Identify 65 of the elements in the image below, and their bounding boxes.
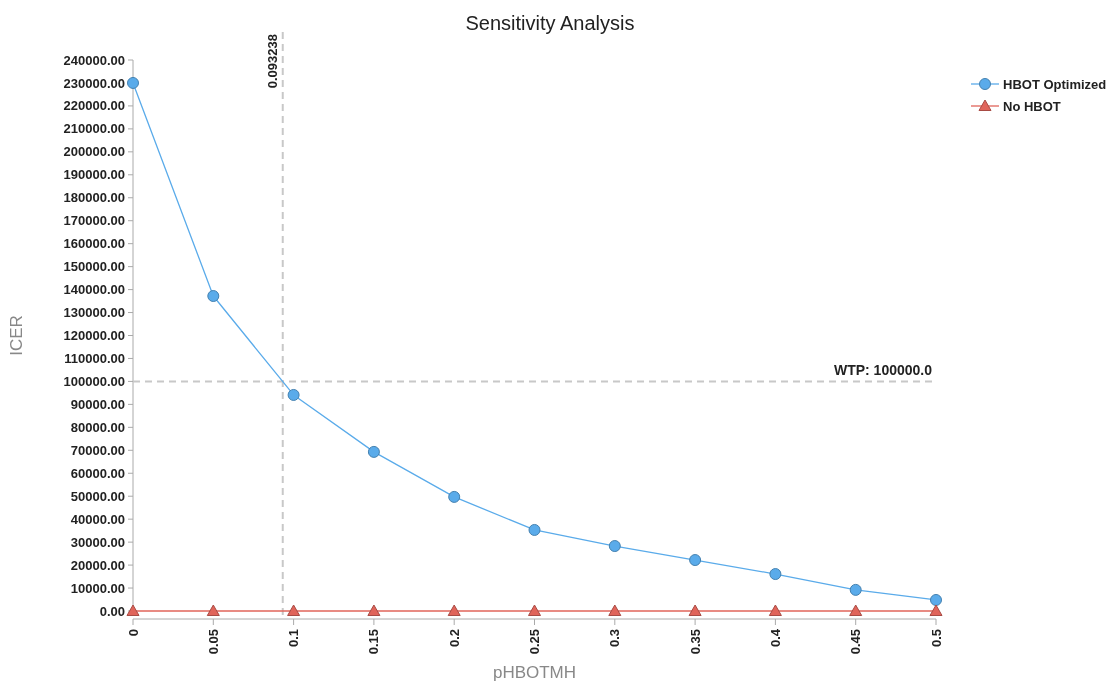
- y-tick-label: 60000.00: [70, 465, 125, 481]
- x-tick-label: 0.5: [928, 629, 944, 648]
- point: [127, 76, 139, 89]
- point: [689, 554, 702, 567]
- point: [126, 604, 140, 616]
- ref-line-label: 0.093238: [264, 34, 280, 89]
- y-tick-label: 130000.00: [63, 305, 125, 321]
- y-tick-label: 50000.00: [70, 488, 125, 504]
- point: [528, 604, 541, 616]
- point: [528, 523, 541, 536]
- y-tick-label: 40000.00: [70, 511, 125, 527]
- y-tick-label: 210000.00: [63, 121, 125, 137]
- point: [768, 604, 782, 616]
- y-tick-label: 20000.00: [70, 557, 125, 573]
- chart-title: Sensitivity Analysis: [465, 12, 635, 34]
- y-tick-label: 190000.00: [63, 167, 125, 183]
- y-tick-label: 150000.00: [63, 259, 125, 275]
- x-tick-label: 0.25: [527, 629, 543, 655]
- x-tick-label: 0.05: [205, 629, 221, 655]
- y-tick-label: 200000.00: [63, 144, 125, 160]
- point: [688, 604, 702, 616]
- x-tick-label: 0.45: [848, 629, 864, 655]
- y-tick-label: 80000.00: [70, 419, 125, 435]
- point: [207, 290, 220, 303]
- y-tick-label: 10000.00: [70, 580, 125, 596]
- y-tick-label: 160000.00: [63, 236, 125, 252]
- y-axis-title: ICER: [7, 315, 26, 356]
- point: [367, 604, 381, 616]
- point: [849, 604, 863, 616]
- point: [287, 604, 301, 616]
- point: [849, 583, 862, 596]
- point: [206, 604, 220, 616]
- x-tick-label: 0.4: [767, 628, 783, 648]
- legend-label: HBOT Optimized: [1003, 76, 1107, 92]
- x-tick-label: 0.3: [607, 629, 623, 648]
- x-axis-title: pHBOTMH: [492, 663, 577, 682]
- y-tick-label: 70000.00: [70, 442, 125, 458]
- y-tick-label: 110000.00: [64, 351, 125, 367]
- point: [448, 490, 461, 503]
- x-tick-label: 0.2: [446, 629, 462, 648]
- point: [287, 388, 300, 401]
- point: [608, 540, 621, 553]
- point: [367, 445, 380, 458]
- legend-label: No HBOT: [1003, 98, 1061, 114]
- point: [769, 568, 782, 581]
- point: [930, 593, 942, 606]
- y-tick-label: 120000.00: [63, 328, 125, 344]
- y-tick-label: 140000.00: [63, 282, 125, 298]
- x-tick-label: 0.15: [366, 629, 382, 655]
- y-tick-label: 170000.00: [63, 213, 125, 229]
- point: [447, 604, 461, 616]
- x-tick-label: 0.1: [286, 629, 302, 648]
- y-tick-label: 90000.00: [70, 396, 125, 412]
- point: [608, 604, 622, 616]
- y-tick-label: 220000.00: [63, 98, 125, 114]
- point: [929, 604, 943, 616]
- y-tick-label: 180000.00: [63, 190, 125, 206]
- y-tick-label: 230000.00: [63, 75, 125, 91]
- y-tick-label: 30000.00: [70, 534, 125, 550]
- y-tick-label: 240000.00: [63, 52, 125, 68]
- x-tick-label: 0: [125, 629, 141, 637]
- y-tick-label: 0.00: [99, 603, 125, 619]
- y-tick-label: 100000.00: [63, 373, 125, 389]
- x-tick-label: 0.35: [687, 629, 703, 655]
- ref-line-label: WTP: 100000.0: [833, 362, 933, 379]
